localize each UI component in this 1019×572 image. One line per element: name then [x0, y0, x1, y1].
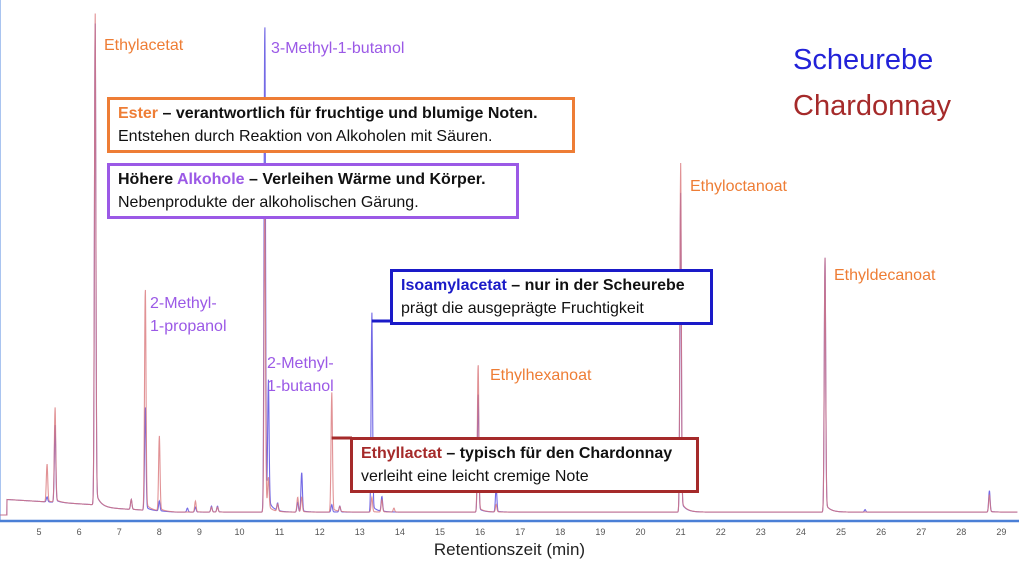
- alkohole-text: Nebenprodukte der alkoholischen Gärung.: [118, 194, 419, 211]
- x-tick-label: 21: [676, 527, 686, 537]
- x-tick-label: 17: [515, 527, 525, 537]
- label-3-methyl-1-butanol: 3-Methyl-1-butanol: [271, 40, 405, 57]
- x-tick-label: 7: [117, 527, 122, 537]
- alkohole-key: Alkohole: [176, 171, 245, 188]
- ethyllactat-key: Ethyllactat: [361, 445, 442, 462]
- x-tick-label: 6: [77, 527, 82, 537]
- x-tick-label: 27: [916, 527, 926, 537]
- series-line-chardonnay: [0, 13, 1018, 516]
- x-tick-label: 28: [956, 527, 966, 537]
- x-tick-label: 23: [756, 527, 766, 537]
- legend-scheurebe: Scheurebe: [793, 44, 934, 76]
- x-tick-label: 15: [435, 527, 445, 537]
- label-2-methyl-1-propanol-line1: 2-Methyl-: [150, 295, 217, 312]
- x-tick-label: 12: [315, 527, 325, 537]
- label-2-methyl-1-butanol-line2: 1-butanol: [267, 378, 334, 395]
- x-tick-label: 8: [157, 527, 162, 537]
- x-tick-label: 11: [275, 527, 284, 537]
- label-2-methyl-1-propanol-line2: 1-propanol: [150, 318, 227, 335]
- alkohole-pre: Höhere: [118, 171, 177, 188]
- x-tick-label: 24: [796, 527, 806, 537]
- ester-text: Entstehen durch Reaktion von Alkoholen m…: [118, 128, 493, 145]
- label-ethyldecanoat: Ethyldecanoat: [834, 267, 936, 284]
- x-tick-label: 5: [36, 527, 41, 537]
- x-tick-label: 13: [355, 527, 365, 537]
- x-tick-label: 20: [635, 527, 645, 537]
- isoamyl-title: – nur in der Scheurebe: [506, 277, 685, 294]
- alkohole-title: – Verleihen Wärme und Körper.: [244, 171, 486, 188]
- annotation-alkohole: Höhere Alkohole – Verleihen Wärme und Kö…: [107, 163, 519, 219]
- x-tick-label: 14: [395, 527, 405, 537]
- ester-key: Ester: [118, 105, 159, 122]
- x-tick-label: 10: [234, 527, 244, 537]
- ester-title: – verantwortlich für fruchtige und blumi…: [158, 105, 538, 122]
- x-tick-label: 19: [595, 527, 605, 537]
- isoamyl-text: prägt die ausgeprägte Fruchtigkeit: [401, 300, 644, 317]
- x-axis-label: Retentionszeit (min): [433, 540, 586, 559]
- annotation-ethyllactat: Ethyllactat – typisch für den Chardonnay…: [350, 437, 699, 493]
- x-tick-label: 25: [836, 527, 846, 537]
- ethyllactat-text: verleiht eine leicht cremige Note: [361, 468, 589, 485]
- x-tick-label: 9: [197, 527, 202, 537]
- x-tick-label: 22: [716, 527, 726, 537]
- label-ethyloctanoat: Ethyloctanoat: [690, 178, 787, 195]
- x-tick-label: 26: [876, 527, 886, 537]
- x-tick-label: 16: [475, 527, 485, 537]
- isoamyl-key: Isoamylacetat: [401, 277, 507, 294]
- legend-chardonnay: Chardonnay: [793, 90, 951, 122]
- x-tick-label: 29: [996, 527, 1006, 537]
- x-tick-label: 18: [555, 527, 565, 537]
- ethyllactat-title: – typisch für den Chardonnay: [441, 445, 673, 462]
- label-ethylacetat: Ethylacetat: [104, 37, 184, 54]
- annotation-isoamylacetat: Isoamylacetat – nur in der Scheurebe prä…: [390, 269, 713, 325]
- annotation-ester: Ester – verantwortlich für fruchtige und…: [107, 97, 575, 153]
- label-2-methyl-1-butanol-line1: 2-Methyl-: [267, 355, 334, 372]
- label-ethylhexanoat: Ethylhexanoat: [490, 367, 592, 384]
